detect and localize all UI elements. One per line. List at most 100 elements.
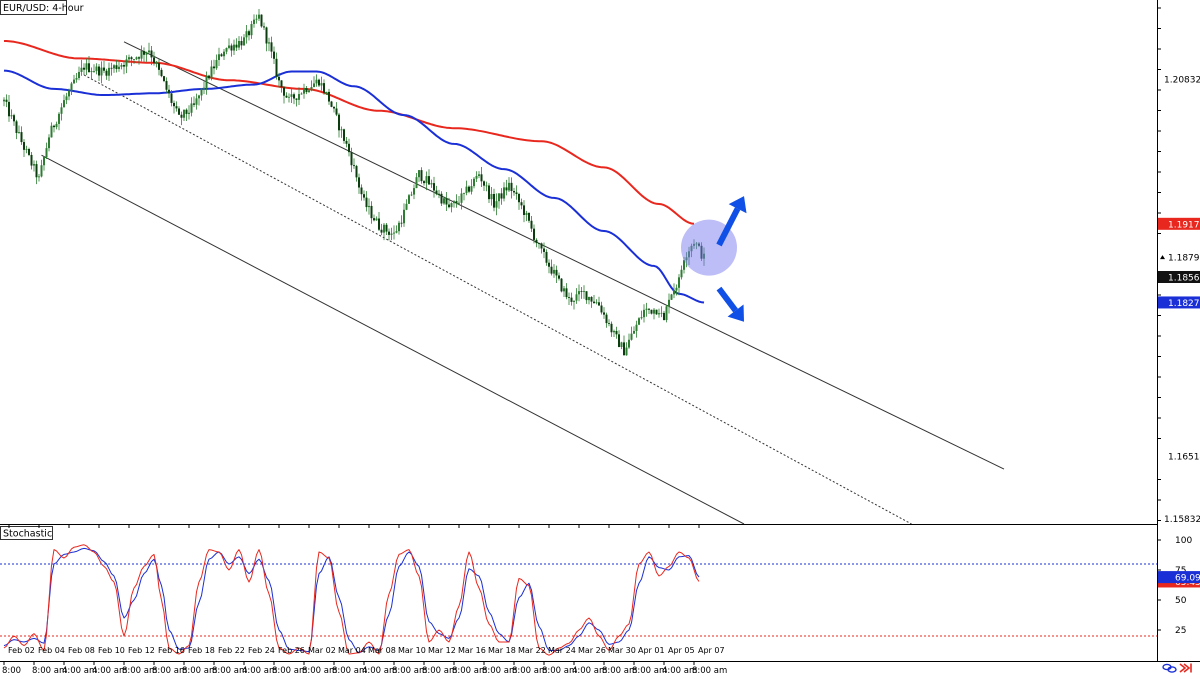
candle-body xyxy=(375,218,378,221)
candle xyxy=(278,72,280,88)
stoch-value-label: 69.09 xyxy=(1175,574,1200,584)
candle xyxy=(453,200,455,208)
candle-body xyxy=(55,123,58,128)
candle-body xyxy=(188,112,190,114)
candle-body xyxy=(560,278,563,292)
candle-body xyxy=(573,300,575,302)
candle-body xyxy=(85,63,88,70)
candle-body xyxy=(433,183,435,191)
candle-body xyxy=(315,79,318,84)
candle-body xyxy=(395,231,398,233)
candle-body xyxy=(568,297,570,298)
candle xyxy=(175,101,178,112)
candle-body xyxy=(160,69,163,77)
candle xyxy=(368,198,370,215)
candle-body xyxy=(383,224,385,233)
candle xyxy=(328,88,330,105)
candle xyxy=(435,185,438,196)
candle xyxy=(665,305,668,323)
candle xyxy=(230,43,233,57)
candle-body xyxy=(3,99,5,102)
candle-body xyxy=(210,66,213,79)
time-axis: Feb 02 Feb 04 Feb 08 Feb 10 Feb 12 Feb 16 Feb … xyxy=(2,524,727,676)
candle xyxy=(513,187,515,196)
candle-body xyxy=(38,176,40,178)
price-tag-label: 1.18273 xyxy=(1168,299,1200,309)
candle-body xyxy=(495,201,498,208)
candle xyxy=(85,58,88,76)
candle-body xyxy=(238,41,240,48)
candle xyxy=(285,92,288,98)
candle-body xyxy=(388,231,390,235)
time-label: 4:00 am xyxy=(62,666,97,675)
candle xyxy=(168,84,170,98)
candle xyxy=(420,167,423,184)
candle xyxy=(270,36,273,59)
candle-body xyxy=(415,177,418,189)
candle xyxy=(600,301,603,315)
candle xyxy=(603,307,605,319)
time-label: 4:00 am xyxy=(242,666,277,675)
candle xyxy=(388,228,390,241)
candle xyxy=(100,61,103,84)
date-label: Mar 16 xyxy=(458,646,486,655)
link-icon[interactable] xyxy=(1162,663,1177,673)
candle xyxy=(288,93,290,103)
price-tag: 1.16514 xyxy=(1158,449,1200,462)
candle xyxy=(300,92,303,95)
candle-body xyxy=(385,224,388,232)
candle-body xyxy=(628,339,630,348)
candle xyxy=(315,74,318,87)
candle-body xyxy=(550,266,553,274)
candle-body xyxy=(353,165,355,167)
candle-body xyxy=(195,98,198,105)
candle xyxy=(213,59,215,75)
candles xyxy=(3,9,705,356)
candle-body xyxy=(545,251,548,263)
candle-body xyxy=(575,294,578,301)
candle-body xyxy=(625,347,628,356)
arrow-shaft xyxy=(716,286,738,313)
candle xyxy=(193,96,195,108)
candle xyxy=(658,308,660,318)
candle-body xyxy=(328,91,330,102)
time-label: 8:00 am xyxy=(332,666,367,675)
candle xyxy=(335,102,338,117)
date-label: Feb 02 xyxy=(8,646,35,655)
candle-body xyxy=(10,115,13,117)
candle-body xyxy=(248,31,250,36)
time-label: 8:00 am xyxy=(302,666,337,675)
candle xyxy=(558,272,560,281)
date-label: Apr 01 xyxy=(638,646,665,655)
candle-body xyxy=(310,87,313,91)
candle-body xyxy=(223,51,225,57)
candle-body xyxy=(453,201,455,204)
candle-body xyxy=(503,187,505,199)
candle xyxy=(593,294,595,304)
candle-body xyxy=(80,67,83,72)
candle xyxy=(268,37,270,52)
candle xyxy=(655,309,658,315)
candle-body xyxy=(430,183,433,185)
candle xyxy=(485,181,488,192)
candle-body xyxy=(288,96,290,98)
candle xyxy=(63,94,65,108)
candle-body xyxy=(683,260,685,270)
candle-body xyxy=(215,60,218,69)
candle-body xyxy=(538,243,540,244)
scroll-end-icon[interactable] xyxy=(1179,663,1192,673)
candle-body xyxy=(455,201,458,203)
candle xyxy=(280,80,283,93)
candle xyxy=(28,147,30,157)
candle-body xyxy=(558,275,560,279)
candle xyxy=(125,55,128,74)
candle xyxy=(148,42,150,55)
candle xyxy=(393,225,395,240)
candle xyxy=(520,198,523,210)
candle xyxy=(48,134,50,152)
candle-body xyxy=(83,67,85,70)
date-label: Mar 02 xyxy=(308,646,336,655)
candle xyxy=(405,199,408,211)
candle-body xyxy=(5,99,8,102)
candle-body xyxy=(308,90,310,93)
